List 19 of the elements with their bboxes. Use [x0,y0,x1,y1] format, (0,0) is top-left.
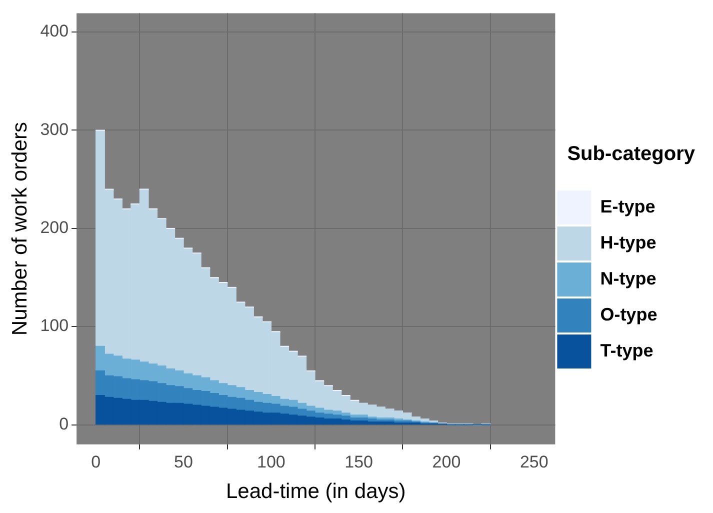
x-tick-label: 0 [91,452,101,472]
y-axis-title: Number of work orders [8,122,32,336]
x-axis-title: Lead-time (in days) [226,480,406,504]
x-tick-label: 250 [520,452,548,472]
y-tick-label: 200 [40,218,69,237]
legend-label: O-type [600,304,658,324]
y-tick-label: 0 [59,414,69,434]
legend-label: H-type [600,232,656,252]
y-tick-label: 100 [40,316,69,336]
x-tick-label: 100 [256,452,286,472]
y-tick-label: 300 [40,120,69,139]
x-tick-label: 150 [344,452,374,472]
legend-label: E-type [600,196,656,216]
x-tick-label: 50 [174,452,193,472]
x-tick-label: 200 [432,452,461,472]
y-tick-label: 400 [40,22,69,41]
legend-title: Sub-category [567,143,696,166]
legend-label: N-type [600,268,656,288]
legend-label: T-type [600,340,654,360]
